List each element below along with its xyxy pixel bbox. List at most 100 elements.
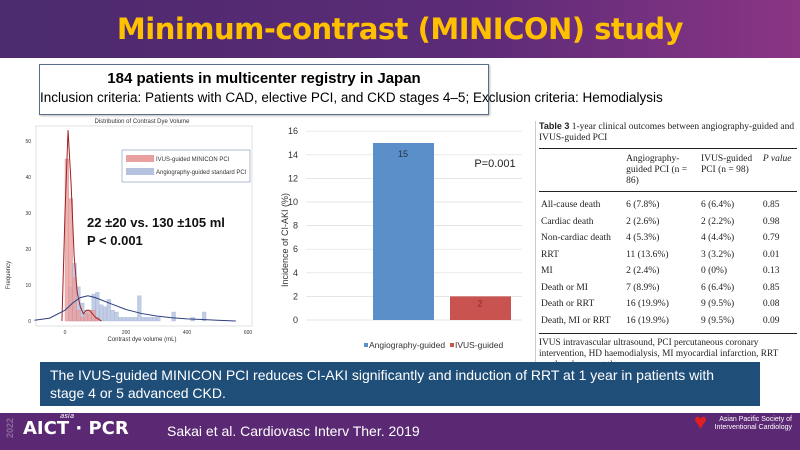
table-cell: 0.85 [762,200,780,210]
table-cell: 2 (2.6%) [626,216,660,227]
table-cell: 7 (8.9%) [626,282,660,293]
bar-ivus [450,296,511,320]
hist-bar [141,317,146,322]
table-cell: 11 (13.6%) [626,249,669,260]
table-cell: 6 (6.4%) [700,282,735,293]
table-cell: 0.79 [762,233,780,243]
bar-angiography [373,143,434,320]
hist-xtick: 600 [244,330,253,336]
hist-xlabel: Contrast dye volume (mL) [107,337,176,343]
citation: Sakai et al. Cardiovasc Interv Ther. 201… [167,423,420,439]
hist-bar [102,306,108,322]
ci-aki-bar-chart: 0 2 4 6 8 10 12 14 16 15 2 Incidence of CI-AKI (%)… [280,126,522,350]
bar-ytick: 12 [288,173,298,183]
table-cell: 0.13 [762,266,780,276]
table-cell: 4 (5.3%) [626,233,660,243]
table-cell: 16 (19.9%) [626,315,669,326]
p-annotation: P < 0.001 [87,233,143,248]
aict-pcr-logo: asia AICT · PCR [23,412,129,439]
density-curve [61,130,102,322]
hist-xtick: 0 [64,330,67,336]
hist-bar [99,304,104,322]
title-bar: Minimum-contrast (MINICON) study [0,0,800,58]
density-curve [34,295,236,322]
hist-bar [118,317,123,322]
hist-xtick: 200 [122,330,131,336]
hist-ytick: 10 [25,283,31,289]
table-row: MI 2 (2.4%) 0 (0%) 0.13 [539,264,797,281]
hist-ytick: 40 [25,175,31,181]
conclusion-box: The IVUS-guided MINICON PCI reduces CI-A… [40,362,760,406]
table-cell: 16 (19.9%) [626,299,669,309]
bar-ytick: 2 [293,291,298,301]
hist-legend: IVUS-guided MINICON PCI Angiography-guid… [121,149,251,183]
apsic-logo: ♥ Asian Pacific Society of Interventional… [694,409,792,434]
table-row: All-cause death 6 (7.8%) 6 (6.4%) 0.85 [539,192,797,215]
bar-legend-label: IVUS-guided [455,340,503,350]
header-p: P value [760,148,797,192]
table-cell: 0.01 [762,249,780,260]
table-header: Angiography-guided PCI (n = 86) IVUS-gui… [539,148,797,192]
bar-ytick: 8 [293,221,298,231]
hist-bar [95,292,100,322]
table-cell: 2 (2.4%) [626,266,660,276]
outcomes-table: Table 3 1-year clinical outcomes between… [535,121,797,371]
hist-bar [110,310,115,322]
table-caption: Table 3 1-year clinical outcomes between… [539,121,795,143]
bar-data-label: 15 [398,149,408,159]
hist-bar [122,317,127,322]
table-cell: Death or RRT [541,299,595,309]
bar-ytick: 6 [293,244,298,254]
hist-bar [156,317,161,322]
year-label: 2022 [5,418,15,439]
hist-bar [76,310,81,322]
table-row: Death or RRT 16 (19.9%) 9 (9.5%) 0.08 [539,297,797,314]
hist-ytick: 50 [25,139,31,145]
legend-swatch [364,343,368,347]
hist-bar [80,317,85,322]
table-cell: 4 (4.4%) [700,233,735,243]
table-row: Death or MI 7 (8.9%) 6 (6.4%) 0.85 [539,280,797,297]
table-cell: 2 (2.2%) [700,216,735,227]
table-cell: 0.98 [762,216,780,227]
hist-ytick: 0 [28,319,31,325]
table-row: Non-cardiac death 4 (5.3%) 4 (4.4%) 0.79 [539,231,797,248]
heart-icon: ♥ [694,409,708,434]
hist-bar [68,198,73,322]
legend-ivus: IVUS-guided MINICON PCI [156,157,230,163]
hist-ytick: 30 [25,211,31,217]
table-cell: Death, MI or RRT [541,315,611,326]
bar-ytick: 4 [293,268,298,278]
slide-title: Minimum-contrast (MINICON) study [116,12,684,46]
hist-title: Distribution of Contrast Dye Volume [94,119,190,125]
table-cell: 0.09 [762,315,780,326]
legend-swatch-angio [126,168,154,175]
table-cell: MI [541,266,553,276]
hist-bar [64,158,69,322]
table-row: Cardiac death 2 (2.6%) 2 (2.2%) 0.98 [539,214,797,231]
criteria: Inclusion criteria: Patients with CAD, e… [40,90,663,105]
study-info-box: 184 patients in multicenter registry in … [39,64,663,115]
legend-angio: Angiography-guided standard PCI [156,170,247,176]
hist-bar [171,311,176,322]
header-angio: Angiography-guided PCI (n = 86) [624,148,699,192]
bar-data-label: 2 [477,298,482,308]
hist-bar [137,295,142,322]
hist-bar [72,277,77,322]
table-cell: 6 (6.4%) [700,200,735,210]
bar-ytick: 10 [288,197,298,207]
table-cell: 6 (7.8%) [626,200,660,210]
bar-p-value: P=0.001 [474,158,515,170]
table-cell: RRT [541,249,559,260]
hist-ylabel: Frequency [6,261,12,289]
hist-bar [144,317,150,322]
hist-bar [133,317,138,322]
table-cell: Death or MI [541,282,588,293]
bar-ytick: 0 [293,315,298,325]
hist-bar [129,317,134,322]
hist-bar [83,313,89,322]
table-row: Death, MI or RRT 16 (19.9%) 9 (9.5%) 0.09 [539,313,797,334]
bar-ytick: 16 [288,126,298,136]
table-cell: 3 (3.2%) [700,249,735,260]
table-cell: 0 (0%) [700,266,728,276]
